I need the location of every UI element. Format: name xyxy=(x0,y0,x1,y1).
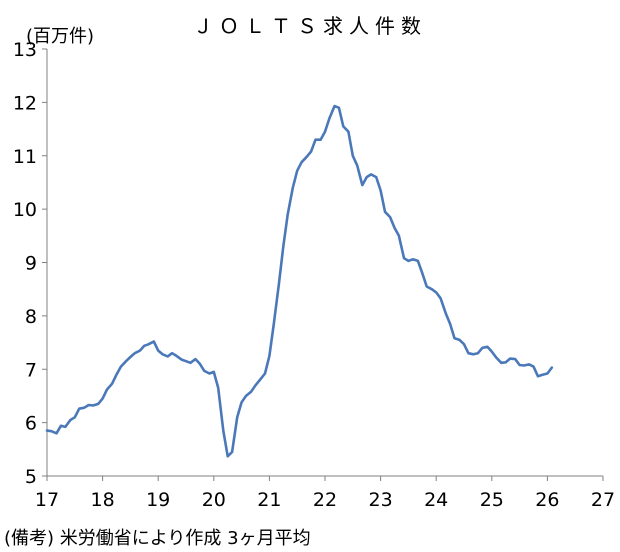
x-tick-label: 19 xyxy=(146,489,170,511)
x-tick-label: 20 xyxy=(202,489,226,511)
y-tick-label: 9 xyxy=(25,253,37,275)
series-line-0 xyxy=(45,104,554,458)
y-axis-label: (百万件) xyxy=(26,26,95,47)
y-tick-label: 5 xyxy=(25,466,37,488)
x-tick-label: 17 xyxy=(35,489,59,511)
x-tick-label: 24 xyxy=(424,489,448,511)
axes xyxy=(46,49,603,477)
x-tick-label: 23 xyxy=(369,489,393,511)
source-note: (備考) 米労働省により作成 3ヶ月平均 xyxy=(4,528,311,549)
x-tick-label: 27 xyxy=(591,489,615,511)
x-tick-label: 18 xyxy=(91,489,115,511)
y-tick-label: 7 xyxy=(25,359,37,381)
y-tick-label: 11 xyxy=(13,146,37,168)
x-tick-label: 25 xyxy=(480,489,504,511)
chart-title: ＪＯＬＴＳ求人件数 xyxy=(193,14,427,38)
y-tick-label: 13 xyxy=(13,39,37,61)
y-ticks: 5 6 7 8 9 10 11 12 13 xyxy=(13,39,47,488)
series-group xyxy=(45,104,554,458)
y-tick-label: 12 xyxy=(13,92,37,114)
x-tick-label: 21 xyxy=(257,489,281,511)
y-tick-label: 10 xyxy=(13,199,37,221)
y-tick-label: 6 xyxy=(25,413,37,435)
x-tick-label: 22 xyxy=(313,489,337,511)
y-tick-label: 8 xyxy=(25,306,37,328)
x-tick-label: 26 xyxy=(535,489,559,511)
x-ticks: 17 18 19 20 21 22 23 24 25 26 27 xyxy=(35,476,615,511)
